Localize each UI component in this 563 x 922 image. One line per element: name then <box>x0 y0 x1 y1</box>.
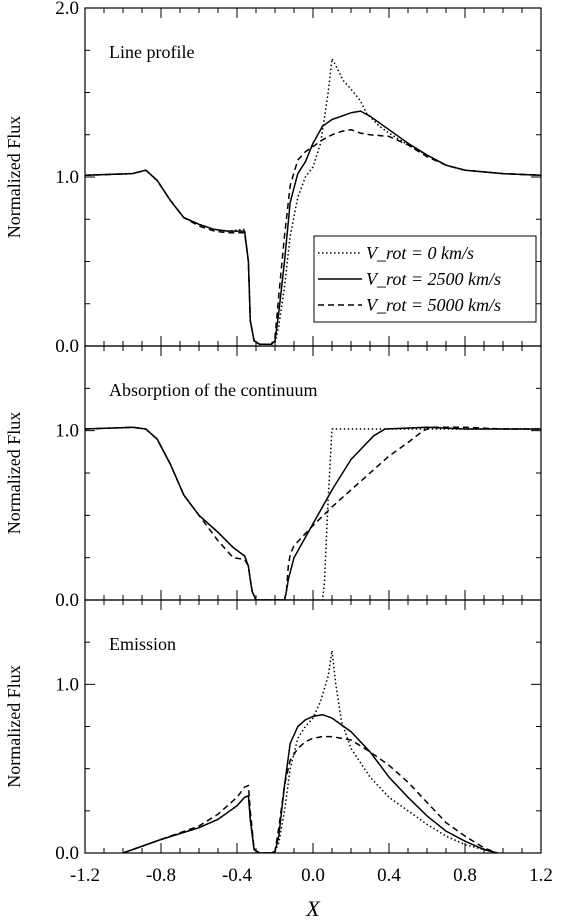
series-line-solid <box>122 713 498 853</box>
series-line-dotted <box>122 649 498 853</box>
y-axis-label: Normalized Flux <box>4 665 24 787</box>
legend-label: V_rot = 2500 km/s <box>366 269 501 289</box>
x-tick-label: 1.2 <box>529 865 553 886</box>
y-axis-label: Normalized Flux <box>4 116 24 238</box>
x-tick-label: 0.4 <box>377 865 401 886</box>
x-axis-label: X <box>305 896 321 921</box>
legend-label: V_rot = 0 km/s <box>366 243 474 263</box>
x-tick-label: -1.2 <box>70 865 100 886</box>
x-tick-label: -0.4 <box>222 865 253 886</box>
y-axis-label: Normalized Flux <box>4 412 24 534</box>
x-tick-label: -0.8 <box>146 865 176 886</box>
series-line-dotted <box>85 426 541 600</box>
legend-label: V_rot = 5000 km/s <box>366 295 501 315</box>
y-tick-label: 1.0 <box>55 421 79 442</box>
series-line-dotted <box>85 57 541 346</box>
series-line-dashed <box>85 426 541 600</box>
x-tick-label: 0.8 <box>453 865 477 886</box>
panel-title: Absorption of the continuum <box>109 380 317 400</box>
y-tick-label: 2.0 <box>55 0 79 19</box>
y-tick-label: 1.0 <box>55 674 79 695</box>
y-tick-label: 0.0 <box>55 843 79 864</box>
y-tick-label: 1.0 <box>55 167 79 188</box>
y-tick-label: 0.0 <box>55 336 79 357</box>
y-tick-label: 0.0 <box>55 590 79 611</box>
x-tick-label: 0.0 <box>301 865 325 886</box>
series-line-dashed <box>85 128 541 346</box>
panel-title: Emission <box>109 634 176 654</box>
series-line-dashed <box>122 735 498 853</box>
panel-title: Line profile <box>109 42 194 62</box>
series-line-solid <box>85 426 541 600</box>
